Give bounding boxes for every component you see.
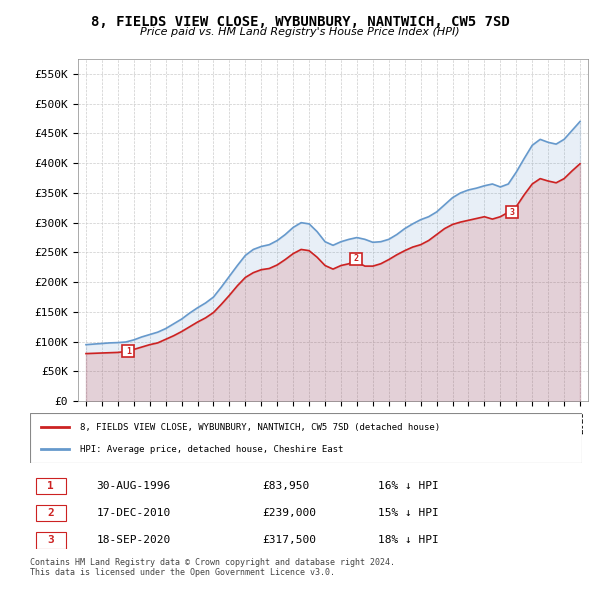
Text: Price paid vs. HM Land Registry's House Price Index (HPI): Price paid vs. HM Land Registry's House … xyxy=(140,27,460,37)
FancyBboxPatch shape xyxy=(35,505,66,522)
Text: 17-DEC-2010: 17-DEC-2010 xyxy=(96,508,170,518)
FancyBboxPatch shape xyxy=(30,413,582,463)
Text: 8, FIELDS VIEW CLOSE, WYBUNBURY, NANTWICH, CW5 7SD: 8, FIELDS VIEW CLOSE, WYBUNBURY, NANTWIC… xyxy=(91,15,509,29)
Text: 3: 3 xyxy=(47,536,54,545)
Text: 15% ↓ HPI: 15% ↓ HPI xyxy=(378,508,439,518)
Text: 8, FIELDS VIEW CLOSE, WYBUNBURY, NANTWICH, CW5 7SD (detached house): 8, FIELDS VIEW CLOSE, WYBUNBURY, NANTWIC… xyxy=(80,422,440,431)
Text: 2: 2 xyxy=(47,508,54,518)
Text: 18% ↓ HPI: 18% ↓ HPI xyxy=(378,536,439,545)
Text: Contains HM Land Registry data © Crown copyright and database right 2024.
This d: Contains HM Land Registry data © Crown c… xyxy=(30,558,395,577)
Text: 1: 1 xyxy=(126,347,131,356)
Text: 30-AUG-1996: 30-AUG-1996 xyxy=(96,481,170,491)
Text: HPI: Average price, detached house, Cheshire East: HPI: Average price, detached house, Ches… xyxy=(80,445,343,454)
Text: 16% ↓ HPI: 16% ↓ HPI xyxy=(378,481,439,491)
FancyBboxPatch shape xyxy=(35,532,66,549)
FancyBboxPatch shape xyxy=(35,478,66,494)
Text: 1: 1 xyxy=(47,481,54,491)
Text: £83,950: £83,950 xyxy=(262,481,309,491)
Text: £317,500: £317,500 xyxy=(262,536,316,545)
Text: 18-SEP-2020: 18-SEP-2020 xyxy=(96,536,170,545)
Text: 2: 2 xyxy=(354,254,359,264)
Text: £239,000: £239,000 xyxy=(262,508,316,518)
Text: 3: 3 xyxy=(509,208,514,217)
